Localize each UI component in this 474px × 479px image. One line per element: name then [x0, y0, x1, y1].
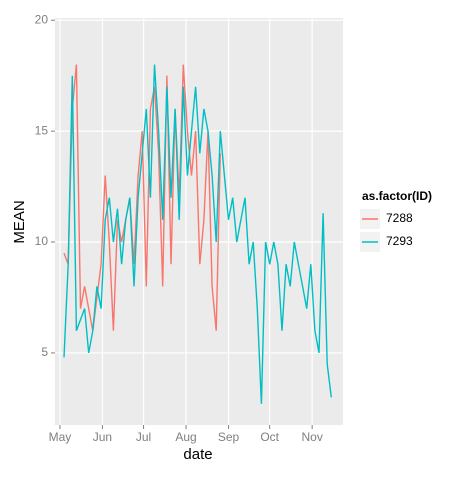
- x-tick-label: May: [49, 430, 72, 444]
- y-tick-label: 15: [35, 123, 49, 137]
- x-axis-label: date: [183, 446, 212, 463]
- legend-title: as.factor(ID): [362, 189, 432, 203]
- x-tick-label: Oct: [260, 430, 279, 444]
- x-tick-label: Aug: [175, 430, 196, 444]
- series-line: [63, 64, 332, 404]
- series-line: [63, 64, 221, 331]
- x-tick-label: Sep: [218, 430, 240, 444]
- x-tick-label: Jun: [93, 430, 112, 444]
- x-tick-label: Nov: [301, 430, 322, 444]
- y-tick-label: 5: [41, 345, 48, 359]
- y-tick-label: 20: [35, 12, 49, 26]
- y-axis-label: MEAN: [11, 200, 28, 243]
- y-tick-label: 10: [35, 234, 49, 248]
- x-tick-label: Jul: [136, 430, 151, 444]
- legend-label: 7293: [386, 234, 413, 248]
- legend-label: 7288: [386, 211, 413, 225]
